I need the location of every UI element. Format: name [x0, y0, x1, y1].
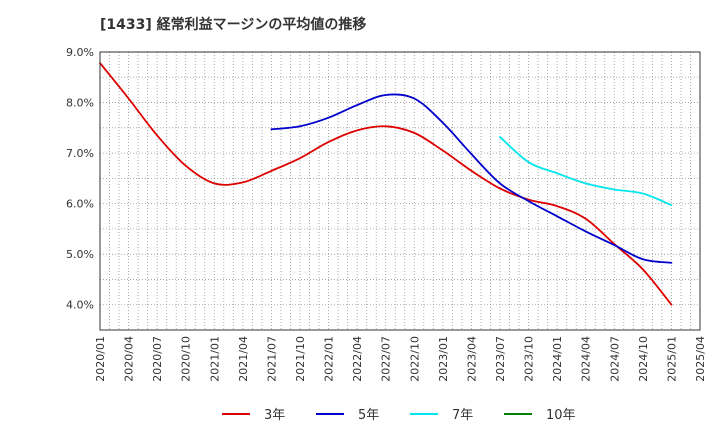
x-tick-label: 2021/01	[208, 336, 221, 382]
chart-title: [1433] 経常利益マージンの平均値の推移	[100, 16, 366, 33]
y-tick-label: 8.0%	[66, 97, 94, 110]
legend-label: 10年	[546, 408, 576, 423]
x-tick-label: 2020/07	[151, 336, 164, 382]
x-tick-label: 2025/01	[665, 336, 678, 382]
x-tick-label: 2021/04	[237, 336, 250, 382]
grid-layer	[99, 51, 701, 331]
x-tick-label: 2022/10	[408, 336, 421, 382]
series-line	[99, 62, 673, 306]
y-tick-label: 5.0%	[66, 248, 94, 261]
series-line	[499, 136, 673, 207]
y-tick-label: 4.0%	[66, 299, 94, 312]
axis-layer: 4.0% 5.0% 6.0% 7.0% 8.0% 9.0% 2020/01 2020/04 20…	[66, 46, 707, 382]
x-tick-label: 2025/04	[694, 336, 707, 382]
legend-label: 5年	[358, 408, 379, 423]
x-tick-label: 2020/01	[94, 336, 107, 382]
x-tick-label: 2024/10	[637, 336, 650, 382]
x-tick-label: 2024/07	[608, 336, 621, 382]
x-tick-label: 2024/01	[551, 336, 564, 382]
y-tick-label: 6.0%	[66, 198, 94, 211]
x-tick-label: 2022/07	[380, 336, 393, 382]
x-tick-label: 2022/04	[351, 336, 364, 382]
x-tick-label: 2020/04	[123, 336, 136, 382]
x-tick-label: 2023/07	[494, 336, 507, 382]
legend-layer: 3年 5年 7年 10年	[222, 408, 576, 423]
x-tick-label: 2023/10	[523, 336, 536, 382]
series-line	[270, 93, 673, 264]
x-tick-label: 2021/07	[265, 336, 278, 382]
plot-frame	[99, 51, 701, 331]
x-tick-label: 2022/01	[323, 336, 336, 382]
y-tick-label: 9.0%	[66, 46, 94, 59]
series-layer	[99, 62, 673, 306]
x-tick-label: 2021/10	[294, 336, 307, 382]
x-tick-label: 2023/04	[465, 336, 478, 382]
legend-label: 3年	[264, 408, 285, 423]
x-tick-label: 2020/10	[180, 336, 193, 382]
x-tick-label: 2024/04	[580, 336, 593, 382]
y-tick-label: 7.0%	[66, 147, 94, 160]
legend-label: 7年	[452, 408, 473, 423]
x-tick-label: 2023/01	[437, 336, 450, 382]
